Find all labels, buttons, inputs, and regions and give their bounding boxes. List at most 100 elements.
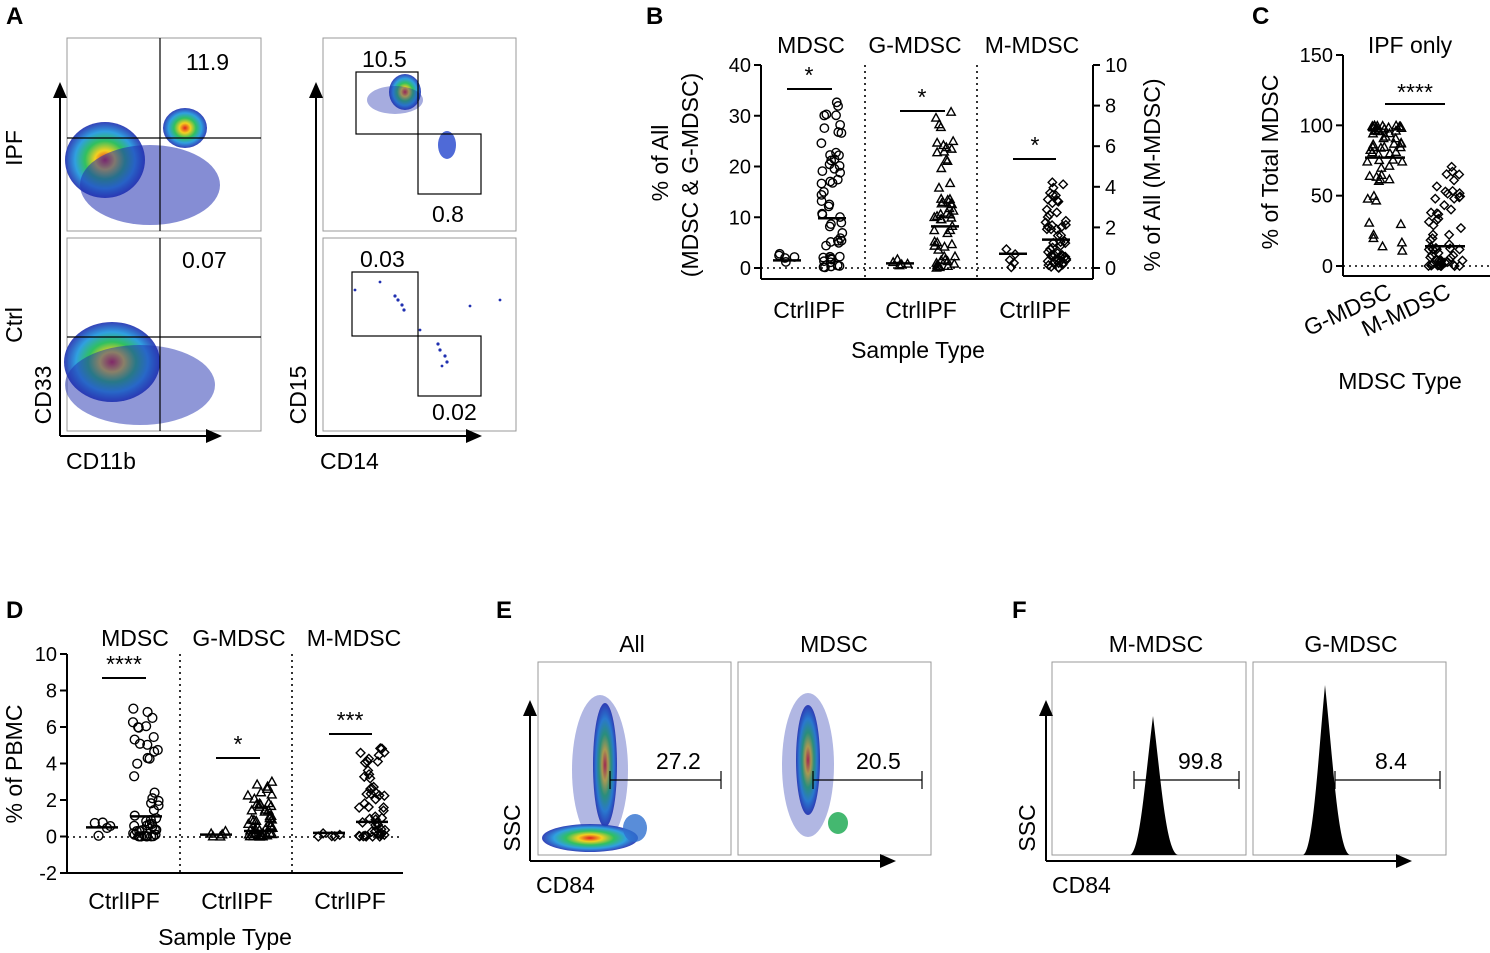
y-tick-label: 150 bbox=[1300, 45, 1333, 67]
data-point bbox=[365, 788, 377, 800]
data-point bbox=[1366, 120, 1378, 131]
gate-box bbox=[417, 133, 482, 195]
data-point bbox=[205, 827, 217, 838]
data-point bbox=[1390, 119, 1402, 130]
data-point bbox=[1396, 155, 1408, 166]
data-point bbox=[1047, 197, 1058, 209]
data-point bbox=[825, 176, 836, 187]
data-point bbox=[946, 198, 958, 209]
data-point bbox=[1427, 244, 1438, 255]
data-point bbox=[373, 828, 384, 840]
y-tick-label: 2 bbox=[1105, 217, 1116, 239]
y-tick-label: 10 bbox=[1105, 55, 1127, 77]
data-point bbox=[1448, 250, 1459, 261]
data-point bbox=[1439, 199, 1450, 211]
data-point bbox=[929, 235, 941, 246]
panel-e: E All MDSC 27.2 20.5 SSC CD84 bbox=[496, 597, 932, 898]
data-point bbox=[1432, 260, 1443, 271]
data-point bbox=[374, 831, 386, 842]
data-point bbox=[827, 178, 838, 188]
data-point bbox=[1056, 249, 1067, 261]
x-tick-label: CtrlIPF bbox=[314, 888, 386, 914]
data-point bbox=[1395, 137, 1407, 147]
density-cluster bbox=[828, 812, 848, 834]
data-point bbox=[144, 753, 155, 764]
data-point bbox=[1361, 155, 1373, 166]
data-point bbox=[1048, 257, 1059, 269]
gate-box bbox=[355, 71, 419, 135]
data-point bbox=[933, 182, 945, 192]
data-point bbox=[1057, 179, 1069, 190]
density-cluster bbox=[796, 705, 820, 815]
data-point bbox=[261, 780, 274, 791]
data-point bbox=[141, 721, 152, 732]
data-point bbox=[359, 757, 371, 769]
data-point bbox=[372, 756, 384, 767]
data-point bbox=[930, 112, 942, 122]
y-tick-label: 2 bbox=[46, 790, 57, 812]
data-point bbox=[1060, 254, 1072, 266]
data-point bbox=[938, 250, 950, 261]
data-point bbox=[1373, 154, 1385, 165]
x-tick-label: CtrlIPF bbox=[773, 297, 845, 323]
y-axis-label: CD15 bbox=[285, 366, 311, 425]
data-point bbox=[948, 258, 960, 268]
data-point bbox=[1426, 250, 1437, 261]
data-point bbox=[834, 251, 845, 262]
data-point bbox=[931, 146, 943, 157]
data-point bbox=[243, 828, 255, 839]
y-tick-label: 40 bbox=[729, 55, 751, 77]
data-point bbox=[1368, 229, 1379, 239]
data-point bbox=[826, 254, 837, 265]
histogram-peak bbox=[1303, 685, 1350, 855]
data-point bbox=[939, 241, 950, 251]
plot-frame bbox=[537, 661, 732, 856]
plot-frame bbox=[737, 661, 932, 856]
data-point bbox=[931, 257, 942, 267]
data-point bbox=[153, 800, 164, 811]
data-point bbox=[1363, 217, 1375, 227]
y-axis-arrow-icon bbox=[523, 700, 537, 716]
data-point bbox=[355, 747, 366, 759]
data-point bbox=[817, 166, 828, 177]
panel-c: C IPF only 0 50 100 150 **** % of Total MDS… bbox=[1252, 3, 1490, 394]
data-point bbox=[372, 819, 384, 831]
y-tick-label: -2 bbox=[39, 863, 57, 885]
data-point bbox=[831, 147, 841, 158]
y-tick-label: 50 bbox=[1311, 186, 1333, 208]
data-point bbox=[1375, 142, 1387, 152]
data-point bbox=[928, 224, 940, 235]
x-axis-label: Sample Type bbox=[158, 924, 292, 950]
data-point bbox=[145, 831, 157, 842]
y-tick-label: 30 bbox=[729, 106, 751, 128]
data-point bbox=[1047, 177, 1058, 188]
data-point bbox=[833, 237, 844, 248]
data-point bbox=[132, 758, 143, 769]
data-point bbox=[1446, 161, 1457, 173]
data-point bbox=[1390, 146, 1402, 157]
data-point bbox=[1457, 255, 1468, 266]
data-point bbox=[1377, 240, 1388, 251]
y-tick-label: 10 bbox=[35, 644, 57, 666]
data-point bbox=[942, 155, 953, 165]
data-point bbox=[946, 238, 958, 249]
x-axis-label: CD84 bbox=[1052, 872, 1111, 898]
data-point bbox=[942, 260, 954, 270]
histogram-peak bbox=[1130, 716, 1178, 855]
data-point bbox=[1440, 186, 1451, 197]
data-point bbox=[147, 793, 158, 804]
plot-frame bbox=[1252, 661, 1447, 856]
data-point bbox=[1445, 204, 1457, 215]
data-point bbox=[942, 255, 953, 266]
data-point bbox=[780, 253, 790, 263]
y-tick-label: 0 bbox=[1105, 258, 1116, 280]
data-point bbox=[894, 259, 905, 270]
density-cluster bbox=[389, 74, 421, 110]
left-ticks: 0 10 20 30 40 bbox=[729, 55, 761, 280]
y-axis-label: SSC bbox=[499, 804, 525, 851]
density-cluster bbox=[65, 345, 215, 425]
data-point bbox=[1447, 166, 1458, 177]
data-point bbox=[250, 814, 262, 826]
y-tick-label: 4 bbox=[46, 754, 57, 776]
y-tick-label: 0 bbox=[740, 258, 751, 280]
